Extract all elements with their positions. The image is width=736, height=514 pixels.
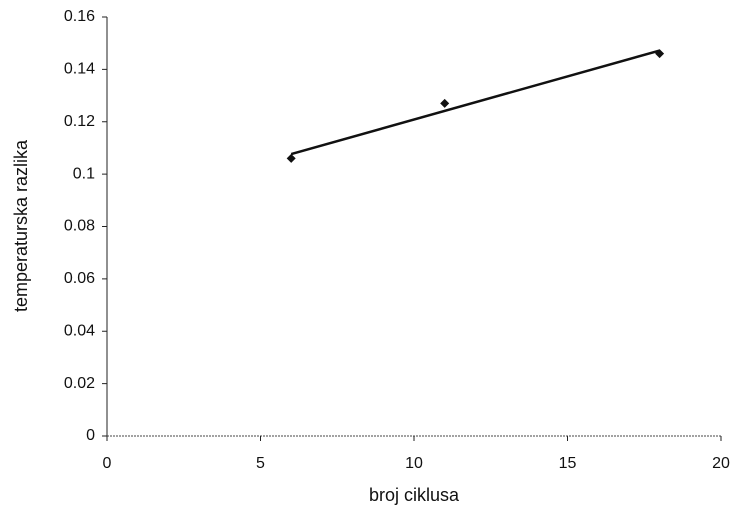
point — [286, 153, 296, 163]
x-tick-label: 10 — [405, 455, 423, 472]
y-tick-label: 0.06 — [64, 270, 95, 287]
trend-line — [290, 49, 660, 156]
y-tick-label: 0.12 — [64, 113, 95, 130]
y-tick-label: 0.04 — [64, 322, 95, 339]
point — [655, 49, 665, 59]
y-tick-label: 0.16 — [64, 8, 95, 25]
x-tick-label: 0 — [103, 455, 112, 472]
point — [440, 98, 450, 108]
y-tick-label: 0.08 — [64, 218, 95, 235]
x-tick-label: 15 — [559, 455, 577, 472]
y-tick-label: 0.14 — [64, 61, 95, 78]
y-tick-label: 0.02 — [64, 375, 95, 392]
x-tick-label: 5 — [256, 455, 265, 472]
y-axis-label: temperaturska razlika — [11, 139, 31, 312]
y-tick-label: 0.1 — [73, 165, 95, 182]
x-tick-label: 20 — [712, 455, 730, 472]
y-tick-label: 0 — [86, 427, 95, 444]
x-axis-label: broj ciklusa — [369, 485, 460, 505]
